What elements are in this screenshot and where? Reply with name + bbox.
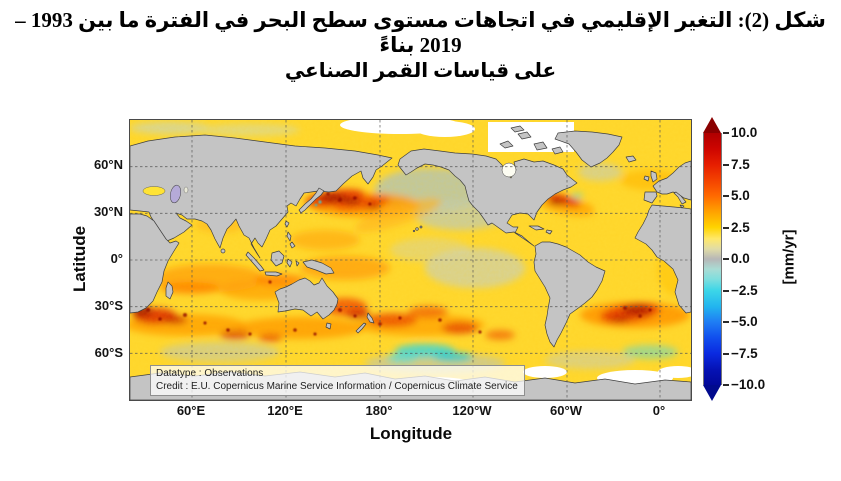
lon-tick-180: 180°	[365, 403, 393, 418]
land-west-africa	[634, 204, 691, 314]
colorbar-tick-n10: −10.0	[731, 377, 766, 392]
black-sea	[142, 186, 166, 196]
land-sulawesi	[286, 258, 300, 268]
colorbar-tick-0: 0.0	[731, 251, 750, 266]
colorbar-tick-10: 10.0	[731, 125, 758, 140]
land-arctic-islands	[499, 125, 564, 155]
land-italy	[673, 191, 687, 209]
world-sea-level-heatmap	[130, 120, 691, 400]
colorbar-tickmark	[723, 195, 729, 197]
land-iberia	[643, 191, 658, 204]
land-cuba	[528, 225, 553, 235]
colorbar-tickmark	[723, 227, 729, 229]
land-eurasia	[130, 134, 393, 259]
colorbar-tickmark	[723, 258, 729, 260]
lat-tick-0: 0°	[110, 251, 123, 266]
colorbar-tickmark	[723, 321, 729, 323]
colorbar-over-arrow	[703, 117, 721, 133]
figure-caption-line-1: شكل (2): التغير الإقليمي في اتجاهات مستو…	[15, 8, 826, 57]
land-british-isles	[643, 170, 658, 183]
colorbar-tick-n5: −5.0	[731, 314, 758, 329]
land-new-guinea	[302, 259, 335, 275]
land-masses	[130, 125, 691, 400]
land-sri-lanka	[220, 248, 226, 254]
annotation-datatype: Datatype : Observations	[156, 368, 264, 379]
lon-tick-60w: 60°W	[550, 403, 582, 418]
aral-sea	[183, 186, 189, 194]
colorbar-tickmark	[723, 132, 729, 134]
annotation-box: Datatype : Observations Credit : E.U. Co…	[150, 365, 525, 396]
lon-tick-60e: 60°E	[176, 403, 206, 418]
lat-tick-60n: 60°N	[93, 157, 123, 172]
colorbar-unit-label: [mm/yr]	[780, 229, 798, 285]
land-south-america	[533, 241, 606, 348]
hudson-bay	[501, 162, 517, 178]
lon-tick-120e: 120°E	[267, 403, 303, 418]
land-madagascar	[165, 281, 174, 300]
longitude-axis-label: Longitude	[369, 424, 453, 443]
lon-tick-120w: 120°W	[452, 403, 492, 418]
caspian-sea	[170, 184, 181, 204]
figure-caption-line-2: على قياسات القمر الصناعي	[284, 60, 557, 82]
land-japan	[298, 187, 325, 214]
colorbar-tickmark	[723, 353, 729, 355]
colorbar-tick-2-5: 2.5	[731, 219, 750, 235]
land-iceland	[625, 155, 637, 163]
graticule-gridlines	[130, 120, 691, 400]
lon-tick-0: 0°	[652, 403, 666, 418]
land-greenland	[554, 130, 623, 168]
annotation-credit: Credit : E.U. Copernicus Marine Service …	[156, 381, 518, 392]
colorbar-tick-n2-5: −2.5	[731, 282, 758, 298]
colorbar-tick-7-5: 7.5	[731, 156, 750, 172]
latitude-axis-label: Latitude	[70, 225, 89, 293]
land-java	[264, 271, 283, 277]
colorbar-under-arrow	[703, 385, 721, 401]
land-sumatra	[245, 251, 265, 272]
lat-tick-30s: 30°S	[94, 298, 123, 313]
land-philippines	[286, 231, 296, 249]
land-new-zealand	[355, 312, 375, 334]
colorbar-tickmark	[723, 164, 729, 166]
land-australia	[274, 277, 339, 320]
lat-tick-30n: 30°N	[93, 204, 123, 219]
colorbar-tick-n7-5: −7.5	[731, 345, 758, 361]
land-europe	[652, 160, 691, 201]
land-hawaii	[415, 227, 419, 231]
colorbar-tickmark	[723, 384, 729, 386]
map-plot-area: Datatype : Observations Credit : E.U. Co…	[129, 119, 692, 401]
colorbar-tick-5: 5.0	[731, 188, 750, 203]
colorbar-gradient	[703, 133, 722, 385]
land-east-africa	[130, 213, 180, 314]
land-tasmania	[325, 322, 332, 330]
lat-tick-60s: 60°S	[94, 345, 123, 360]
colorbar-tickmark	[723, 290, 729, 292]
